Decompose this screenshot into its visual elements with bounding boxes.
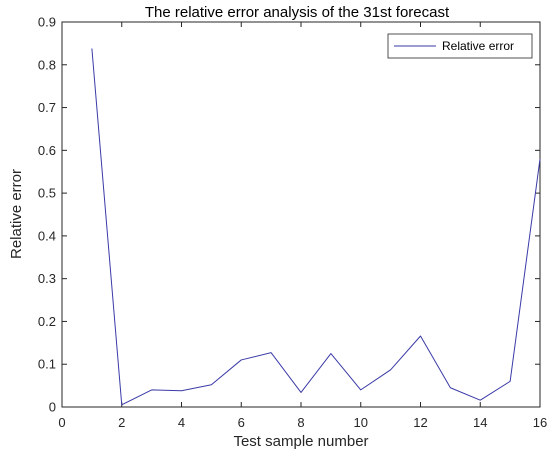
y-tick-label: 0.2: [38, 314, 56, 329]
x-tick-label: 8: [297, 415, 304, 430]
x-tick-label: 16: [533, 415, 547, 430]
series-layer: [91, 48, 541, 406]
chart-title: The relative error analysis of the 31st …: [145, 4, 450, 21]
y-tick-label: 0.4: [38, 228, 56, 243]
y-axis-label: Relative error: [8, 169, 25, 259]
legend-entry-relative-error: Relative error: [442, 39, 514, 53]
y-tick-label: 0.1: [38, 357, 56, 372]
x-tick-label: 0: [58, 415, 65, 430]
y-tick-label: 0: [49, 400, 56, 415]
x-tick-label: 6: [238, 415, 245, 430]
y-tick-label: 0.9: [38, 15, 56, 30]
y-tick-label: 0.8: [38, 57, 56, 72]
x-tick-label: 10: [354, 415, 368, 430]
x-tick-label: 14: [473, 415, 487, 430]
y-tick-label: 0.3: [38, 271, 56, 286]
plot-area: [61, 21, 541, 408]
x-tick-label: 2: [118, 415, 125, 430]
x-tick-label: 4: [178, 415, 185, 430]
y-tick-label: 0.5: [38, 186, 56, 201]
y-tick-label: 0.7: [38, 100, 56, 115]
x-axis: 0 2 4 6 8 10 12 14 16: [58, 22, 547, 430]
series-line-relative-error: [91, 48, 541, 406]
x-axis-label: Test sample number: [233, 433, 368, 450]
y-tick-label: 0.6: [38, 143, 56, 158]
legend: Relative error: [387, 33, 533, 59]
y-axis: 0 0.1 0.2 0.3 0.4 0.5 0.6 0.7 0.8 0.9: [38, 15, 540, 415]
x-tick-label: 12: [413, 415, 427, 430]
